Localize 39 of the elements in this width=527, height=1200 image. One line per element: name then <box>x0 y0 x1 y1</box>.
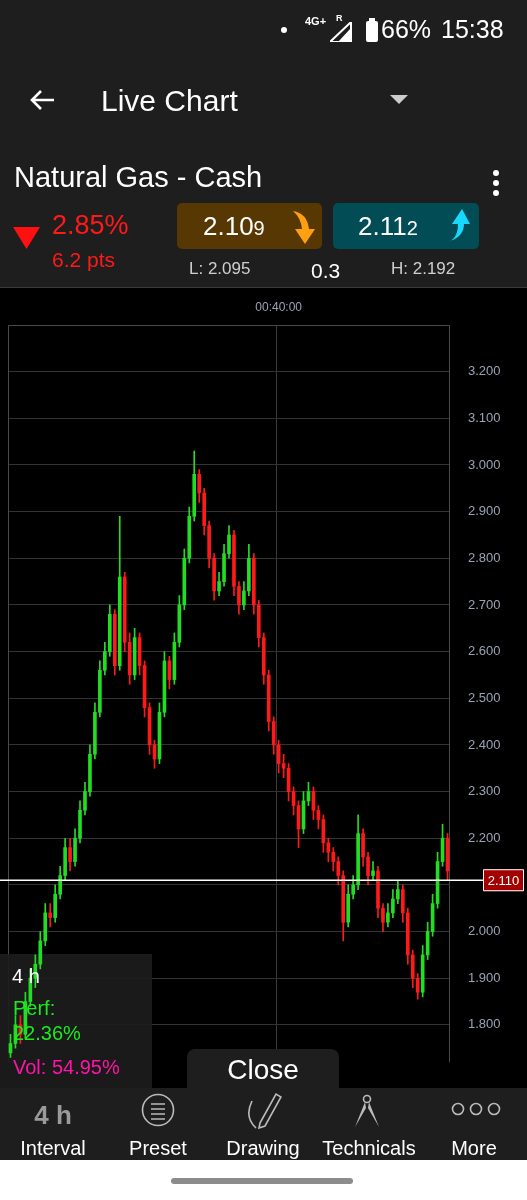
candlestick <box>48 903 53 928</box>
text: 0.3 <box>311 259 341 282</box>
text: More <box>450 1137 498 1159</box>
annotation: Close <box>226 1054 300 1085</box>
x-tick-label: 00:40:00 <box>255 300 303 315</box>
text: Technicals <box>321 1137 417 1159</box>
y-tick-label: 2.800 <box>468 549 501 565</box>
text: L: 2.095 <box>189 259 251 278</box>
y-tick-label: 2.900 <box>468 503 501 519</box>
y-tick-label: 2.300 <box>468 783 501 799</box>
text: H: 2.192 <box>391 259 456 278</box>
text: 2.85% <box>52 210 129 240</box>
text: 4 h <box>33 1100 73 1130</box>
text: Interval <box>19 1137 87 1159</box>
annotation: Vol: 54.95% <box>13 1056 120 1078</box>
text: Preset <box>128 1137 188 1159</box>
text: R <box>336 13 343 23</box>
text: 15:38 <box>441 15 504 43</box>
text: Live Chart <box>101 84 238 117</box>
y-tick-label: 1.800 <box>468 1016 501 1032</box>
text: 6.2 pts <box>52 248 116 271</box>
text: 2.112 <box>358 211 418 241</box>
y-tick-label: 3.000 <box>468 456 501 472</box>
y-tick-label: 2.500 <box>468 689 501 705</box>
y-tick-label: 2.400 <box>468 736 501 752</box>
chart-title: Natural Gas - Cash <box>14 161 263 193</box>
ref-line-label: 2.110 <box>487 872 520 888</box>
y-tick-label: 2.700 <box>468 596 501 612</box>
y-tick-label: 2.200 <box>468 829 501 845</box>
annotation: 4 h <box>12 965 40 987</box>
text: Drawing <box>225 1137 301 1159</box>
text: 2.109 <box>203 211 265 241</box>
text: 4G+ <box>305 15 327 27</box>
y-tick-label: 3.100 <box>468 409 501 425</box>
text: 66% <box>381 15 432 43</box>
y-tick-label: 1.900 <box>468 969 501 985</box>
y-tick-label: 2.000 <box>468 923 501 939</box>
y-tick-label: 2.600 <box>468 643 501 659</box>
y-tick-label: 3.200 <box>468 363 501 379</box>
